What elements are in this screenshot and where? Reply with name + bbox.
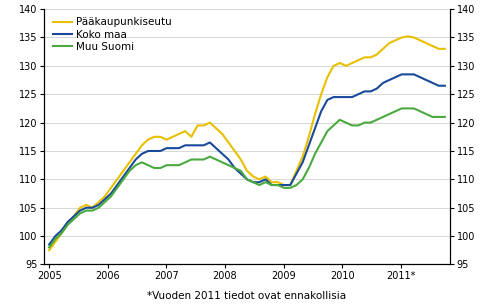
Muu Suomi <box>429 115 435 119</box>
Koko maa <box>386 78 392 82</box>
Muu Suomi <box>139 161 145 164</box>
Pääkaupunkiseutu <box>164 138 169 141</box>
Koko maa <box>139 152 145 156</box>
Muu Suomi <box>250 180 256 184</box>
Koko maa <box>399 73 405 76</box>
Koko maa <box>164 146 169 150</box>
Muu Suomi <box>46 246 52 249</box>
Pääkaupunkiseutu <box>46 248 52 252</box>
Pääkaupunkiseutu <box>250 175 256 178</box>
Koko maa <box>213 146 219 150</box>
Pääkaupunkiseutu <box>213 126 219 130</box>
Koko maa <box>250 180 256 184</box>
Line: Pääkaupunkiseutu: Pääkaupunkiseutu <box>49 36 445 250</box>
Pääkaupunkiseutu <box>139 143 145 147</box>
Koko maa <box>442 84 448 88</box>
Koko maa <box>429 81 435 85</box>
Pääkaupunkiseutu <box>442 47 448 51</box>
Muu Suomi <box>164 163 169 167</box>
Muu Suomi <box>386 112 392 116</box>
Muu Suomi <box>213 158 219 161</box>
Pääkaupunkiseutu <box>386 41 392 45</box>
Muu Suomi <box>399 107 405 110</box>
Koko maa <box>46 243 52 247</box>
Pääkaupunkiseutu <box>429 44 435 48</box>
Legend: Pääkaupunkiseutu, Koko maa, Muu Suomi: Pääkaupunkiseutu, Koko maa, Muu Suomi <box>50 14 174 55</box>
Line: Muu Suomi: Muu Suomi <box>49 109 445 247</box>
Line: Koko maa: Koko maa <box>49 74 445 245</box>
Pääkaupunkiseutu <box>405 35 411 38</box>
Text: *Vuoden 2011 tiedot ovat ennakollisia: *Vuoden 2011 tiedot ovat ennakollisia <box>147 291 347 301</box>
Muu Suomi <box>442 115 448 119</box>
